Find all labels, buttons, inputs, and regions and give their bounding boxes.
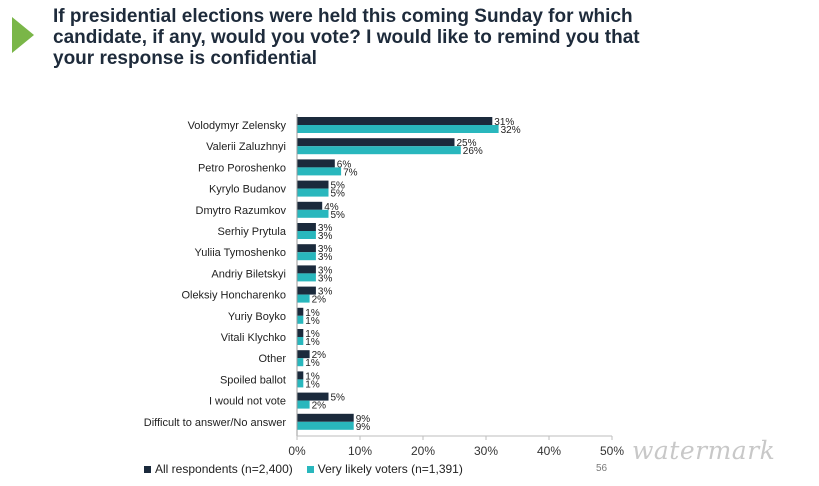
data-label-dmytro-razumkov-very-likely-voters: 5% xyxy=(331,210,346,221)
data-label-other-all-respondents: 2% xyxy=(312,350,327,361)
category-label-yuliia-tymoshenko: Yuliia Tymoshenko xyxy=(194,247,286,259)
category-label-vitali-klychko: Vitali Klychko xyxy=(221,332,286,344)
bar-dmytro-razumkov-very-likely-voters xyxy=(297,209,329,218)
bar-andriy-biletskyi-all-respondents xyxy=(297,265,316,274)
bar-yuliia-tymoshenko-very-likely-voters xyxy=(297,252,316,261)
data-label-vitali-klychko-very-likely-voters: 1% xyxy=(305,337,320,348)
bar-spoiled-ballot-very-likely-voters xyxy=(297,379,304,388)
data-label-yuliia-tymoshenko-all-respondents: 3% xyxy=(318,244,333,255)
bar-difficult-to-answer-no-answer-very-likely-voters xyxy=(297,421,354,430)
x-tick-label-20: 20% xyxy=(411,444,435,458)
watermark: watermark xyxy=(632,436,776,465)
bar-other-all-respondents xyxy=(297,350,310,359)
bar-valerii-zaluzhnyi-all-respondents xyxy=(297,138,455,147)
data-label-petro-poroshenko-all-respondents: 6% xyxy=(337,159,352,170)
category-label-spoiled-ballot: Spoiled ballot xyxy=(220,374,286,386)
bar-kyrylo-budanov-very-likely-voters xyxy=(297,188,329,197)
data-label-i-would-not-vote-very-likely-voters: 2% xyxy=(312,401,327,412)
bar-yuriy-boyko-all-respondents xyxy=(297,307,304,316)
bar-i-would-not-vote-very-likely-voters xyxy=(297,400,310,409)
data-label-serhiy-prytula-very-likely-voters: 3% xyxy=(318,231,333,242)
legend-label-all-respondents: All respondents (n=2,400) xyxy=(155,462,293,476)
bar-oleksiy-honcharenko-very-likely-voters xyxy=(297,294,310,303)
outside-area xyxy=(650,0,819,486)
data-label-yuriy-boyko-very-likely-voters: 1% xyxy=(305,316,320,327)
data-label-yuliia-tymoshenko-very-likely-voters: 3% xyxy=(318,252,333,263)
category-label-kyrylo-budanov: Kyrylo Budanov xyxy=(209,184,287,196)
bar-difficult-to-answer-no-answer-all-respondents xyxy=(297,413,354,422)
x-tick-label-30: 30% xyxy=(474,444,498,458)
bar-chart: Volodymyr Zelensky 31%32% Valerii Zaluzhny… xyxy=(144,114,624,458)
category-label-valerii-zaluzhnyi: Valerii Zaluzhnyi xyxy=(206,141,286,153)
data-label-i-would-not-vote-all-respondents: 5% xyxy=(331,393,346,404)
data-label-spoiled-ballot-very-likely-voters: 1% xyxy=(305,379,320,390)
data-label-valerii-zaluzhnyi-all-respondents: 25% xyxy=(457,138,477,149)
bar-volodymyr-zelensky-all-respondents xyxy=(297,117,493,125)
bar-dmytro-razumkov-all-respondents xyxy=(297,201,323,210)
x-tick-label-50: 50% xyxy=(600,444,624,458)
bar-vitali-klychko-very-likely-voters xyxy=(297,337,304,345)
bar-serhiy-prytula-very-likely-voters xyxy=(297,231,316,239)
data-label-oleksiy-honcharenko-all-respondents: 3% xyxy=(318,287,333,298)
category-label-serhiy-prytula: Serhiy Prytula xyxy=(218,226,287,238)
data-label-difficult-to-answer-no-answer-all-respondents: 9% xyxy=(356,414,371,425)
x-tick-label-10: 10% xyxy=(348,444,372,458)
category-label-i-would-not-vote: I would not vote xyxy=(209,396,286,408)
legend-item-very-likely-voters: Very likely voters (n=1,391) xyxy=(306,462,463,476)
data-label-andriy-biletskyi-very-likely-voters: 3% xyxy=(318,273,333,284)
bar-yuriy-boyko-very-likely-voters xyxy=(297,315,304,324)
legend-item-all-respondents: All respondents (n=2,400) xyxy=(144,462,293,476)
bar-serhiy-prytula-all-respondents xyxy=(297,223,316,231)
bar-other-very-likely-voters xyxy=(297,358,304,367)
data-label-kyrylo-budanov-very-likely-voters: 5% xyxy=(331,189,346,200)
page-number: 56 xyxy=(596,463,608,474)
data-label-serhiy-prytula-all-respondents: 3% xyxy=(318,223,333,234)
legend-label-very-likely-voters: Very likely voters (n=1,391) xyxy=(317,462,463,476)
legend-swatch-very-likely-voters xyxy=(306,465,314,473)
category-label-other: Other xyxy=(258,353,286,365)
category-label-volodymyr-zelensky: Volodymyr Zelensky xyxy=(188,120,287,132)
chart-legend: All respondents (n=2,400) Very likely vo… xyxy=(144,462,463,476)
data-label-yuriy-boyko-all-respondents: 1% xyxy=(305,308,320,319)
bar-andriy-biletskyi-very-likely-voters xyxy=(297,273,316,282)
data-label-other-very-likely-voters: 1% xyxy=(305,358,320,369)
category-label-andriy-biletskyi: Andriy Biletskyi xyxy=(211,268,286,280)
data-label-volodymyr-zelensky-very-likely-voters: 32% xyxy=(501,125,521,136)
category-label-dmytro-razumkov: Dmytro Razumkov xyxy=(196,205,287,217)
data-label-spoiled-ballot-all-respondents: 1% xyxy=(305,371,320,382)
slide: If presidential elections were held this… xyxy=(12,6,640,476)
chart-title: If presidential elections were held this… xyxy=(53,6,640,69)
legend-swatch-all-respondents xyxy=(144,465,151,473)
bar-volodymyr-zelensky-very-likely-voters xyxy=(297,125,499,133)
data-label-andriy-biletskyi-all-respondents: 3% xyxy=(318,265,333,276)
bar-vitali-klychko-all-respondents xyxy=(297,329,304,337)
data-label-difficult-to-answer-no-answer-very-likely-voters: 9% xyxy=(356,422,371,433)
bar-oleksiy-honcharenko-all-respondents xyxy=(297,286,316,295)
category-label-difficult-to-answer-no-answer: Difficult to answer/No answer xyxy=(144,417,287,429)
data-label-oleksiy-honcharenko-very-likely-voters: 2% xyxy=(312,295,327,306)
bar-i-would-not-vote-all-respondents xyxy=(297,392,329,401)
category-label-oleksiy-honcharenko: Oleksiy Honcharenko xyxy=(181,290,286,302)
data-label-kyrylo-budanov-all-respondents: 5% xyxy=(331,181,346,192)
data-label-petro-poroshenko-very-likely-voters: 7% xyxy=(343,167,358,178)
data-label-dmytro-razumkov-all-respondents: 4% xyxy=(324,202,339,213)
category-label-yuriy-boyko: Yuriy Boyko xyxy=(228,311,286,323)
bar-kyrylo-budanov-all-respondents xyxy=(297,180,329,189)
data-label-vitali-klychko-all-respondents: 1% xyxy=(305,329,320,340)
x-tick-label-0: 0% xyxy=(288,444,306,458)
x-tick-label-40: 40% xyxy=(537,444,561,458)
bar-valerii-zaluzhnyi-very-likely-voters xyxy=(297,146,461,155)
data-label-valerii-zaluzhnyi-very-likely-voters: 26% xyxy=(463,146,483,157)
bar-spoiled-ballot-all-respondents xyxy=(297,371,304,380)
play-triangle-icon xyxy=(12,17,34,53)
category-label-petro-poroshenko: Petro Poroshenko xyxy=(198,162,286,174)
bar-petro-poroshenko-very-likely-voters xyxy=(297,167,342,176)
bar-petro-poroshenko-all-respondents xyxy=(297,159,335,168)
bar-yuliia-tymoshenko-all-respondents xyxy=(297,244,316,253)
data-label-volodymyr-zelensky-all-respondents: 31% xyxy=(494,117,514,128)
